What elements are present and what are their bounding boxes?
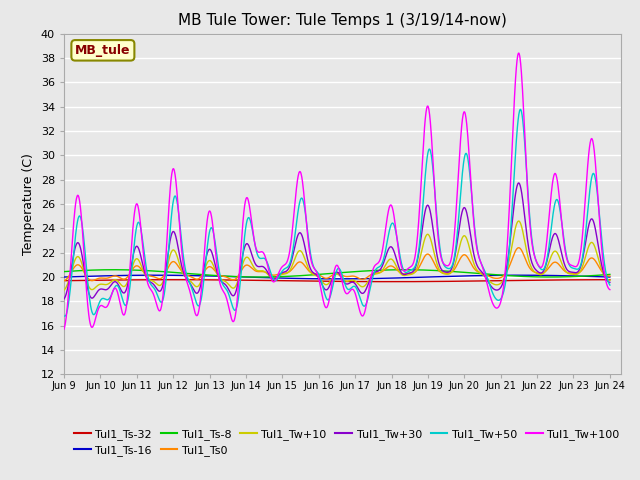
Y-axis label: Temperature (C): Temperature (C) bbox=[22, 153, 35, 255]
Text: MB_tule: MB_tule bbox=[75, 44, 131, 57]
Legend: Tul1_Ts-32, Tul1_Ts-16, Tul1_Ts-8, Tul1_Ts0, Tul1_Tw+10, Tul1_Tw+30, Tul1_Tw+50,: Tul1_Ts-32, Tul1_Ts-16, Tul1_Ts-8, Tul1_… bbox=[70, 424, 624, 460]
Title: MB Tule Tower: Tule Temps 1 (3/19/14-now): MB Tule Tower: Tule Temps 1 (3/19/14-now… bbox=[178, 13, 507, 28]
